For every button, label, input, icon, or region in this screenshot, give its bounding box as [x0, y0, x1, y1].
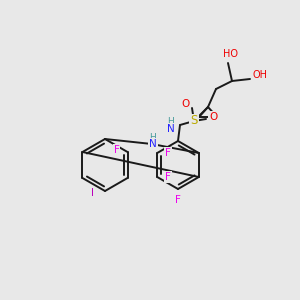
Text: O: O [182, 99, 190, 109]
Text: S: S [190, 115, 198, 128]
Text: F: F [165, 148, 171, 158]
Text: N: N [167, 124, 175, 134]
Text: H: H [168, 118, 174, 127]
Text: HO: HO [223, 49, 238, 59]
Text: F: F [175, 195, 181, 205]
Text: I: I [92, 188, 94, 198]
Text: O: O [209, 112, 217, 122]
Text: H: H [149, 133, 156, 142]
Text: N: N [149, 139, 157, 149]
Text: F: F [114, 145, 119, 155]
Text: F: F [165, 172, 171, 182]
Text: OH: OH [253, 70, 268, 80]
